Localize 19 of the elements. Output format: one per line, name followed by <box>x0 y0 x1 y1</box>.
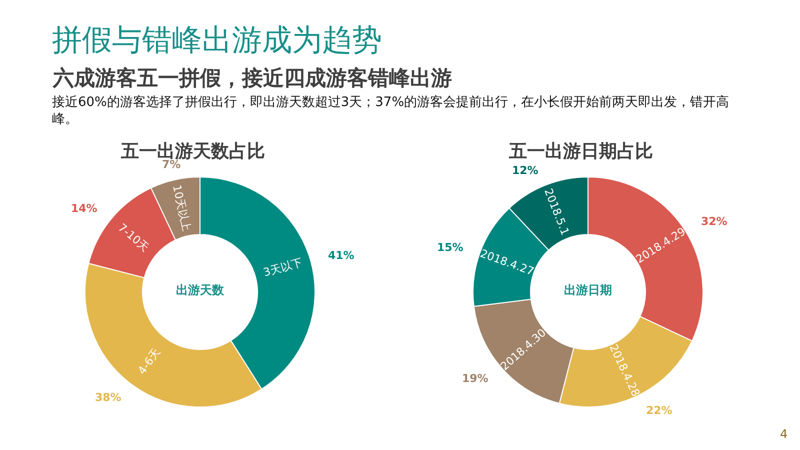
slice-label: 3天以下 <box>262 256 304 280</box>
text: 接近60%的游客选择了拼假出行，即出游天数超过3天；37%的游客会提前出行，在小长假开始前两天即出发，错开高峰。 <box>52 94 730 127</box>
data-label: 22% <box>646 404 672 417</box>
text: 出游日期 <box>564 283 612 297</box>
slice-label: 10天以上 <box>170 184 194 232</box>
data-label: 12% <box>512 164 538 177</box>
data-label: 7% <box>162 158 181 171</box>
text: 拼假与错峰出游成为趋势 <box>52 23 382 58</box>
slice-label: 4-6天 <box>135 346 163 378</box>
data-label: 38% <box>95 391 122 404</box>
text: 出游天数 <box>176 283 225 297</box>
data-label: 15% <box>437 241 464 254</box>
data-label: 19% <box>462 372 488 385</box>
chart-title: 五一出游日期占比 <box>508 141 653 162</box>
data-label: 32% <box>701 215 728 228</box>
text: 4 <box>780 427 788 441</box>
data-label: 41% <box>328 249 354 262</box>
data-label: 14% <box>71 202 98 215</box>
text: 六成游客五一拼假，接近四成游客错峰出游 <box>52 65 452 90</box>
